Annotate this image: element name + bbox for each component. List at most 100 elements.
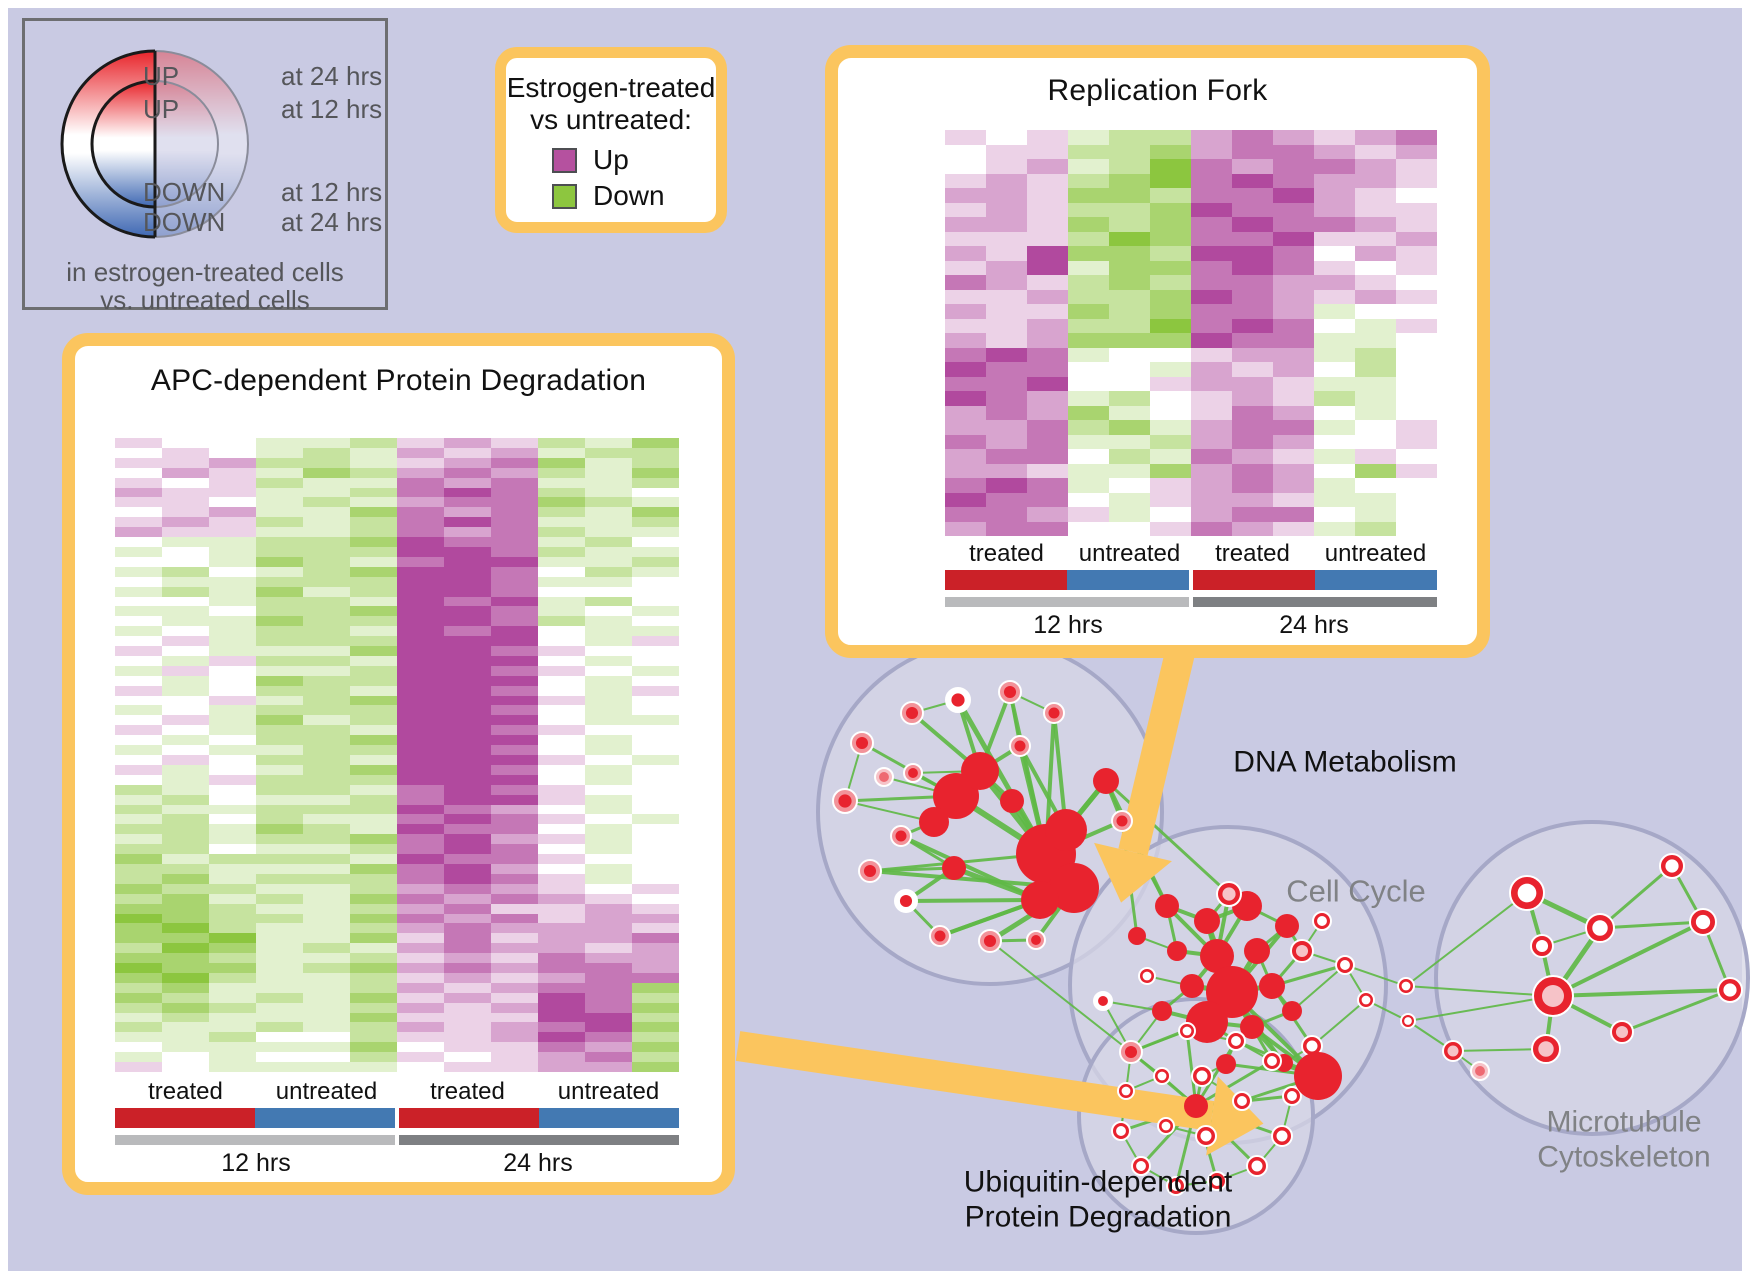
heatmap-cell <box>350 695 397 706</box>
heatmap-cell <box>397 438 444 448</box>
heatmap-cell <box>945 420 986 435</box>
heatmap-cell <box>632 764 679 775</box>
apc-heatmap <box>115 438 679 1072</box>
heatmap-cell <box>256 725 303 736</box>
heatmap-cell <box>303 735 350 746</box>
heatmap-cell <box>162 715 209 726</box>
network-node-core <box>1157 1071 1167 1081</box>
heatmap-cell <box>1068 463 1109 478</box>
heatmap-cell <box>350 566 397 577</box>
heatmap-cell <box>585 646 632 656</box>
heatmap-cell <box>632 616 679 627</box>
heatmap-cell <box>350 764 397 775</box>
heatmap-cell <box>585 715 632 726</box>
heatmap-cell <box>1232 391 1273 406</box>
heatmap-cell <box>1068 260 1109 275</box>
heatmap-cell <box>209 705 256 716</box>
ring-row-word: UP <box>143 94 180 124</box>
heatmap-cell <box>1027 405 1068 420</box>
heatmap-cell <box>444 923 491 934</box>
network-node-core <box>1237 1096 1247 1106</box>
heatmap-cell <box>945 376 986 391</box>
heatmap-cell <box>115 1032 162 1043</box>
heatmap-cell <box>585 824 632 835</box>
heatmap-cell <box>538 735 585 746</box>
heatmap-cell <box>1191 217 1232 232</box>
heatmap-cell <box>491 1002 538 1013</box>
heatmap-cell <box>986 478 1027 493</box>
heatmap-cell <box>115 655 162 666</box>
heatmap-cell <box>945 173 986 188</box>
heatmap-cell <box>350 685 397 696</box>
heatmap-cell <box>1068 521 1109 536</box>
heatmap-cell <box>1273 289 1314 304</box>
heatmap-cell <box>986 333 1027 348</box>
heatmap-cell <box>1396 231 1437 246</box>
heatmap-cell <box>162 824 209 835</box>
heatmap-cell <box>209 695 256 706</box>
heatmap-cell <box>350 675 397 686</box>
heatmap-cell <box>986 304 1027 319</box>
heatmap-cell <box>1109 202 1150 217</box>
heatmap-cell <box>162 863 209 874</box>
heatmap-cell <box>397 923 444 934</box>
heatmap-cell <box>585 527 632 538</box>
heatmap-cell <box>303 566 350 577</box>
heatmap-cell <box>256 893 303 904</box>
heatmap-cell <box>397 893 444 904</box>
heatmap-cell <box>585 804 632 815</box>
network-node <box>1155 894 1179 918</box>
heatmap-cell <box>1355 188 1396 203</box>
network-node-core <box>1048 707 1060 719</box>
heatmap-cell <box>585 517 632 528</box>
heatmap-cell <box>444 863 491 874</box>
heatmap-cell <box>1232 188 1273 203</box>
heatmap-cell <box>1027 449 1068 464</box>
time-bars <box>945 597 1437 607</box>
heatmap-cell <box>1232 289 1273 304</box>
network-edge <box>1311 999 1367 1047</box>
heatmap-cell <box>1027 478 1068 493</box>
heatmap-cell <box>1232 130 1273 145</box>
heatmap-cell <box>115 814 162 825</box>
heatmap-cell <box>115 576 162 587</box>
heatmap-cell <box>350 546 397 557</box>
heatmap-cell <box>350 497 397 508</box>
heatmap-cell <box>1150 362 1191 377</box>
heatmap-cell <box>444 1052 491 1063</box>
heatmap-cell <box>1314 173 1355 188</box>
heatmap-cell <box>632 903 679 914</box>
heatmap-cell <box>538 854 585 864</box>
heatmap-cell <box>209 507 256 518</box>
heatmap-cell <box>115 1042 162 1053</box>
heatmap-cell <box>303 824 350 835</box>
heatmap-cell <box>162 873 209 884</box>
heatmap-cell <box>585 576 632 587</box>
heatmap-cell <box>585 755 632 765</box>
heatmap-cell <box>115 913 162 924</box>
heatmap-cell <box>256 1062 303 1072</box>
heatmap-cell <box>632 784 679 795</box>
heatmap-cell <box>209 725 256 736</box>
heatmap-cell <box>538 636 585 647</box>
network-node-core <box>1161 1121 1171 1131</box>
heatmap-cell <box>303 814 350 825</box>
heatmap-cell <box>1232 405 1273 420</box>
heatmap-cell <box>538 923 585 934</box>
heatmap-cell <box>1150 478 1191 493</box>
heatmap-cell <box>162 685 209 696</box>
heatmap-cell <box>632 963 679 973</box>
heatmap-cell <box>256 854 303 864</box>
heatmap-cell <box>491 774 538 785</box>
heatmap-cell <box>115 745 162 755</box>
heatmap-cell <box>1396 391 1437 406</box>
cluster-label-ubiquitin-degradation: Ubiquitin-dependent Protein Degradation <box>963 1165 1233 1234</box>
heatmap-cell <box>945 507 986 522</box>
heatmap-cell <box>209 596 256 607</box>
heatmap-cell <box>209 844 256 855</box>
heatmap-cell <box>303 745 350 755</box>
heatmap-cell <box>397 537 444 547</box>
ring-row-word: DOWN <box>143 207 226 237</box>
heatmap-cell <box>585 665 632 676</box>
heatmap-cell <box>1396 405 1437 420</box>
